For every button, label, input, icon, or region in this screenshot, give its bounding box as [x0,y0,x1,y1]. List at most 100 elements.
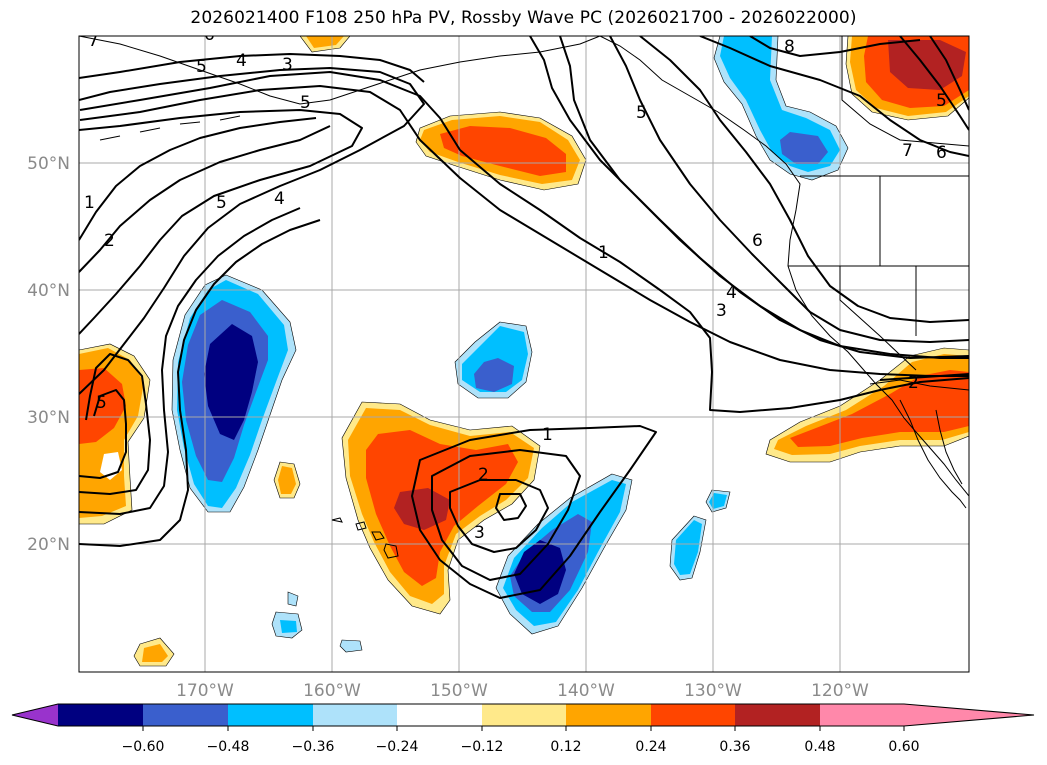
contour-labels: 7 6 5 4 3 5 1 2 5 4 5 6 1 4 3 8 7 6 5 2 … [84,25,947,543]
neg-blob-central-core [474,358,514,392]
colorbar: −0.60 −0.48 −0.36 −0.24 −0.12 0.12 0.24 … [11,703,1035,755]
colorbar-tick-label: 0.36 [719,739,750,755]
contour-east-3 [529,36,969,359]
contour-label: 5 [216,193,227,213]
coast-aleutians [99,115,241,141]
contour-line-2-big [79,85,969,377]
neg-blob-tiny1-core [280,620,297,633]
contour-line-lower-left-3 [79,353,151,495]
colorbar-tick-label: 0.24 [635,739,666,755]
pos-blob-small3-core [306,36,344,48]
contour-east-7 [699,36,969,157]
neg-blob-south-core [514,540,566,604]
colorbar-segment [735,704,820,726]
latitude-labels: 50°N 40°N 30°N 20°N [27,154,70,555]
contour-label: 6 [204,25,215,45]
colorbar-segment [482,704,566,726]
lat-label-20: 20°N [27,535,70,555]
colorbar-segment [313,704,397,726]
contour-line-left-2 [79,117,317,241]
coast-gulf-california [935,409,963,485]
contour-label: 5 [96,393,107,413]
colorbar-tick-label: 0.48 [804,739,835,755]
lon-label-160: 160°W [303,681,361,701]
lat-label-50: 50°N [27,154,70,174]
contour-label: 5 [936,91,947,111]
contour-closed-3 [449,479,549,553]
neg-blob-west-core [204,324,258,440]
contour-line-3-upper [79,109,363,335]
colorbar-tick-label: −0.24 [376,739,419,755]
contour-line-left-1 [79,125,331,273]
contour-line-lower-left-1 [79,219,321,547]
lat-label-30: 30°N [27,408,70,428]
neg-blob-east-small1-core [674,520,702,575]
colorbar-extend-high [904,704,1034,726]
lon-label-170: 170°W [176,681,234,701]
graticule [79,36,969,672]
contour-label: 7 [902,141,913,161]
lon-label-150: 150°W [430,681,488,701]
coast-baja [899,399,967,509]
colorbar-outline [11,703,1035,727]
contour-label: 1 [84,193,95,213]
neg-blob-tiny3 [339,639,363,653]
coastlines [79,36,969,559]
contour-closed-1 [411,425,657,599]
colorbar-tick-label: 0.12 [550,739,581,755]
contour-closed-4 [495,493,527,521]
contour-label: 8 [784,37,795,57]
lon-label-120: 120°W [811,681,869,701]
border-states-4 [839,266,917,371]
map-frame [78,35,970,673]
contour-label: 4 [726,283,737,303]
contour-line-lower-left-4 [79,389,127,479]
colorbar-tick-label: −0.48 [207,739,250,755]
pos-blob-farwest-core [79,368,126,444]
contour-line-5-upper [79,53,425,83]
colorbar-segment [228,704,313,726]
contour-label: 1 [598,243,609,263]
contour-line-lower-left-2 [79,207,301,515]
colorbar-segment [651,704,735,726]
chart-title: 2026021400 F108 250 hPa PV, Rossby Wave … [190,8,857,28]
contour-east-6 [639,36,969,323]
pos-blob-se-core [790,370,969,447]
contour-label: 3 [716,301,727,321]
colorbar-tick-label: −0.60 [122,739,165,755]
contour-east-5 [609,36,969,343]
contour-label: 2 [478,465,489,485]
colorbar-segment [143,704,228,726]
contour-label: 4 [236,51,247,71]
colorbar-segment [397,704,482,726]
contour-closed-2 [431,449,581,581]
neg-blob-north-core [780,132,828,164]
lon-label-140: 140°W [557,681,615,701]
contour-label: 3 [282,55,293,75]
colorbar-tick-label: 0.60 [888,739,919,755]
contour-label: 1 [542,425,553,445]
longitude-labels: 170°W 160°W 150°W 140°W 130°W 120°W [176,681,869,701]
lat-label-40: 40°N [27,281,70,301]
colorbar-segment [566,704,651,726]
pos-blob-ne-core [888,40,966,90]
contour-label: 2 [908,373,919,393]
contour-line-4-upper [79,67,425,395]
colorbar-ticks [142,726,905,731]
negative-anomaly-fills [171,36,849,653]
map-area: 7 6 5 4 3 5 1 2 5 4 5 6 1 4 3 8 7 6 5 2 … [79,25,969,672]
contour-line-1-big [79,71,969,413]
neg-blob-tiny2 [287,591,299,607]
contour-label: 7 [88,31,99,51]
coast-hawaii [331,517,399,559]
colorbar-segment [58,704,143,726]
contour-label: 6 [752,231,763,251]
contour-east-6b [929,36,969,111]
colorbar-tick-label: −0.12 [461,739,504,755]
pos-blob-small2-core [142,644,168,662]
colorbar-extend-low [12,704,58,726]
pv-contours [79,36,969,599]
colorbar-segment [820,704,904,726]
colorbar-tick-labels: −0.60 −0.48 −0.36 −0.24 −0.12 0.12 0.24 … [122,739,920,755]
